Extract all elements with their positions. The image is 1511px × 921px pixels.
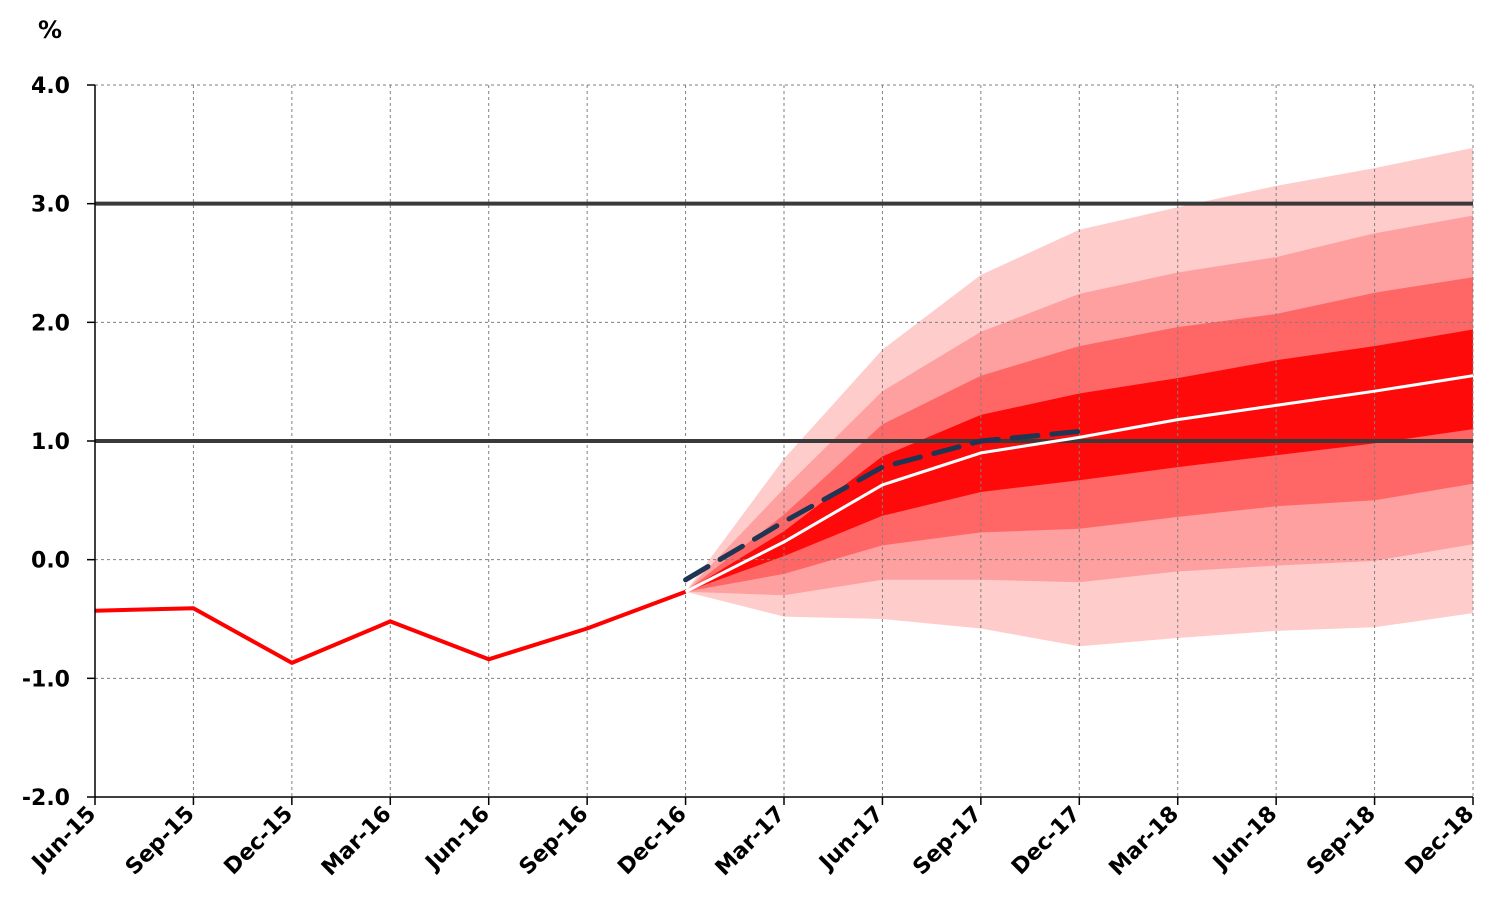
- x-tick-label: Jun-17: [814, 802, 889, 877]
- y-tick-label: 1.0: [31, 430, 70, 455]
- y-unit-label: %: [38, 16, 62, 44]
- x-tick-labels: Jun-15 Sep-15 Dec-15 Mar-16 Jun-16 Sep-16 Dec-…: [26, 802, 1479, 881]
- y-tick-label: 2.0: [31, 311, 70, 336]
- fan-band-4: [685, 329, 1473, 592]
- x-tick-label: Sep-15: [121, 802, 200, 881]
- y-tick-label: 4.0: [31, 74, 70, 99]
- x-tick-label: Sep-17: [908, 802, 987, 881]
- x-tick-label: Mar-16: [317, 802, 396, 881]
- central-projection-line: [684, 374, 1474, 594]
- y-tick-label: -2.0: [22, 786, 70, 811]
- x-tick-label: Dec-17: [1007, 802, 1085, 880]
- x-tick-label: Dec-15: [220, 802, 298, 880]
- x-tick-label: Jun-18: [1207, 802, 1282, 877]
- x-tick-label: Jun-16: [420, 802, 495, 877]
- y-tick-labels: -2.0 -1.0 0.0 1.0 2.0 3.0 4.0: [22, 74, 70, 811]
- x-tick-label: Dec-18: [1401, 802, 1479, 880]
- x-tick-label: Dec-16: [613, 802, 691, 880]
- x-tick-label: Jun-15: [26, 802, 101, 877]
- x-tick-label: Mar-17: [711, 802, 790, 881]
- x-tick-label: Sep-18: [1302, 802, 1381, 881]
- y-tick-label: -1.0: [22, 667, 70, 692]
- series-lines: [94, 374, 1474, 665]
- axes: [87, 84, 1474, 805]
- x-tick-label: Sep-16: [515, 802, 594, 881]
- history-line: [94, 589, 687, 665]
- y-tick-label: 3.0: [31, 193, 70, 218]
- y-tick-label: 0.0: [31, 549, 70, 574]
- reference-lines: [95, 201, 1473, 443]
- x-tick-label: Mar-18: [1105, 802, 1184, 881]
- previous-forecast-line: [683, 429, 1082, 583]
